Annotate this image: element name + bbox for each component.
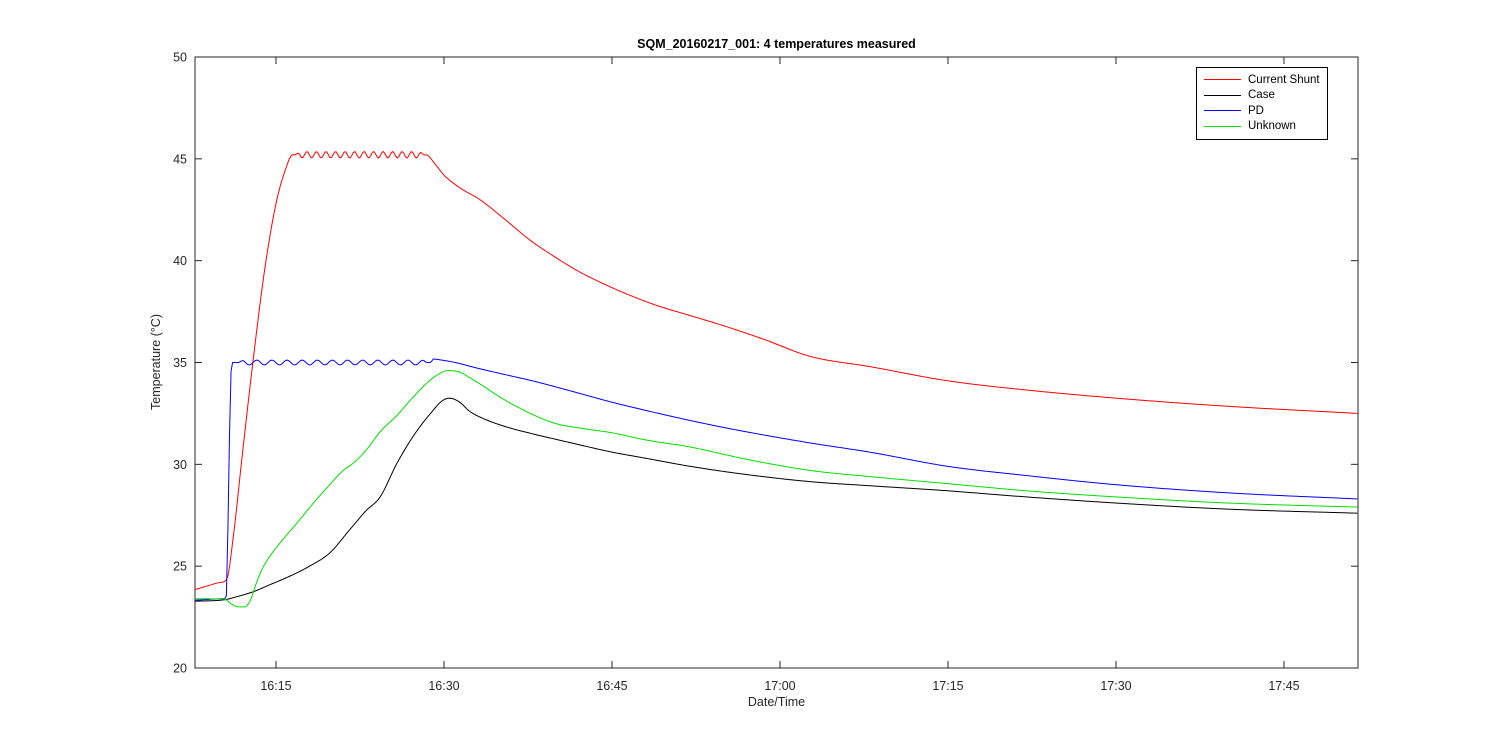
y-tick-label: 25 [173,560,187,574]
legend-item-current-shunt: Current Shunt [1197,72,1327,88]
chart-title: SQM_20160217_001: 4 temperatures measure… [637,37,916,51]
legend-item-pd: PD [1197,103,1327,119]
legend-label-current-shunt: Current Shunt [1248,73,1320,86]
y-tick-label: 20 [173,662,187,676]
legend-item-case: Case [1197,88,1327,104]
y-tick-label: 40 [173,254,187,268]
legend-label-unknown: Unknown [1248,120,1296,133]
legend: Current Shunt Case PD Unknown [1196,67,1328,140]
x-tick-label: 16:30 [428,679,459,693]
y-tick-label: 30 [173,458,187,472]
x-tick-label: 17:15 [932,679,963,693]
x-tick-label: 17:00 [764,679,795,693]
x-axis-label: Date/Time [747,695,806,709]
y-tick-label: 50 [173,51,187,65]
legend-line-case [1204,94,1241,96]
y-axis-label: Temperature (°C) [149,314,163,410]
y-tick-label: 35 [173,356,187,370]
legend-label-case: Case [1248,89,1275,102]
axes-frame [194,56,1359,669]
y-tick-label: 45 [173,152,187,166]
x-tick-label: 17:45 [1268,679,1299,693]
series-line-case [194,397,1358,602]
series-line-pd [194,358,1358,601]
legend-line-current-shunt [1204,79,1241,81]
series-line-unknown [194,370,1358,608]
legend-line-pd [1204,110,1241,112]
legend-item-unknown: Unknown [1197,119,1327,135]
x-tick-label: 16:15 [260,679,291,693]
legend-line-unknown [1204,125,1241,127]
series-line-current-shunt [194,151,1358,591]
x-tick-label: 16:45 [596,679,627,693]
x-tick-label: 17:30 [1100,679,1131,693]
legend-label-pd: PD [1248,104,1264,117]
